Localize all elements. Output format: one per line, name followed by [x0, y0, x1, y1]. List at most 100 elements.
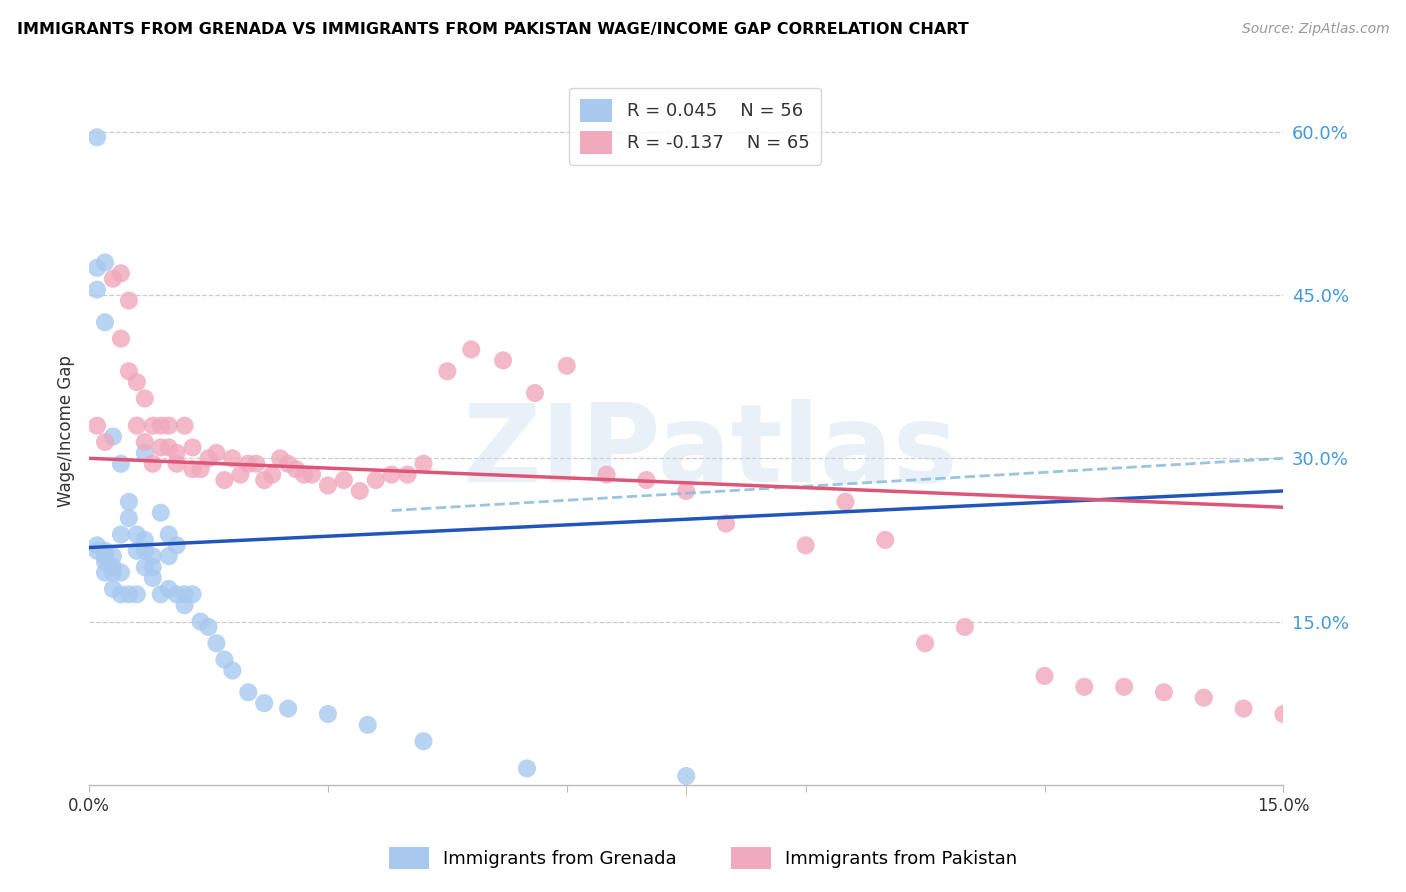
- Point: [190, 615, 212, 629]
- Point: [301, 467, 323, 482]
- Point: [101, 429, 124, 443]
- Point: [166, 538, 188, 552]
- Point: [157, 582, 180, 596]
- Point: [914, 636, 936, 650]
- Point: [94, 566, 117, 580]
- Point: [492, 353, 515, 368]
- Point: [316, 706, 339, 721]
- Point: [675, 769, 697, 783]
- Point: [316, 478, 339, 492]
- Point: [134, 392, 156, 406]
- Point: [166, 587, 188, 601]
- Point: [1192, 690, 1215, 705]
- Point: [125, 527, 148, 541]
- Point: [214, 652, 236, 666]
- Point: [149, 587, 172, 601]
- Point: [292, 467, 315, 482]
- Point: [110, 457, 132, 471]
- Point: [516, 761, 538, 775]
- Point: [214, 473, 236, 487]
- Point: [101, 560, 124, 574]
- Point: [157, 441, 180, 455]
- Point: [269, 451, 291, 466]
- Point: [118, 495, 141, 509]
- Point: [1232, 701, 1254, 715]
- Point: [101, 272, 124, 286]
- Point: [953, 620, 976, 634]
- Point: [555, 359, 578, 373]
- Point: [134, 560, 156, 574]
- Point: [134, 446, 156, 460]
- Point: [253, 473, 276, 487]
- Point: [875, 533, 897, 547]
- Point: [110, 527, 132, 541]
- Point: [142, 418, 165, 433]
- Point: [197, 620, 219, 634]
- Point: [349, 483, 371, 498]
- Point: [238, 685, 260, 699]
- Point: [277, 701, 299, 715]
- Point: [125, 375, 148, 389]
- Point: [86, 543, 108, 558]
- Point: [412, 457, 434, 471]
- Point: [101, 549, 124, 564]
- Point: [396, 467, 419, 482]
- Point: [173, 587, 195, 601]
- Point: [86, 418, 108, 433]
- Point: [381, 467, 404, 482]
- Point: [149, 441, 172, 455]
- Point: [245, 457, 267, 471]
- Point: [205, 446, 228, 460]
- Point: [357, 718, 380, 732]
- Point: [134, 543, 156, 558]
- Point: [149, 418, 172, 433]
- Point: [794, 538, 817, 552]
- Legend: R = 0.045    N = 56, R = -0.137    N = 65: R = 0.045 N = 56, R = -0.137 N = 65: [569, 88, 821, 165]
- Point: [1033, 669, 1056, 683]
- Point: [110, 332, 132, 346]
- Point: [1114, 680, 1136, 694]
- Point: [1073, 680, 1095, 694]
- Point: [277, 457, 299, 471]
- Legend: Immigrants from Grenada, Immigrants from Pakistan: Immigrants from Grenada, Immigrants from…: [380, 838, 1026, 879]
- Y-axis label: Wage/Income Gap: Wage/Income Gap: [58, 355, 75, 507]
- Point: [262, 467, 284, 482]
- Point: [181, 587, 204, 601]
- Point: [238, 457, 260, 471]
- Point: [86, 130, 108, 145]
- Point: [285, 462, 308, 476]
- Point: [101, 582, 124, 596]
- Point: [523, 386, 546, 401]
- Point: [118, 511, 141, 525]
- Point: [125, 587, 148, 601]
- Point: [149, 506, 172, 520]
- Point: [834, 495, 856, 509]
- Point: [118, 587, 141, 601]
- Point: [142, 571, 165, 585]
- Point: [173, 418, 195, 433]
- Point: [412, 734, 434, 748]
- Point: [142, 457, 165, 471]
- Point: [595, 467, 617, 482]
- Point: [636, 473, 658, 487]
- Point: [173, 598, 195, 612]
- Point: [675, 483, 697, 498]
- Point: [436, 364, 458, 378]
- Point: [190, 462, 212, 476]
- Point: [118, 293, 141, 308]
- Text: IMMIGRANTS FROM GRENADA VS IMMIGRANTS FROM PAKISTAN WAGE/INCOME GAP CORRELATION : IMMIGRANTS FROM GRENADA VS IMMIGRANTS FR…: [17, 22, 969, 37]
- Point: [364, 473, 387, 487]
- Point: [166, 457, 188, 471]
- Point: [94, 315, 117, 329]
- Point: [157, 527, 180, 541]
- Point: [118, 364, 141, 378]
- Point: [714, 516, 737, 531]
- Point: [101, 566, 124, 580]
- Point: [197, 451, 219, 466]
- Point: [94, 555, 117, 569]
- Point: [94, 434, 117, 449]
- Point: [86, 283, 108, 297]
- Point: [125, 543, 148, 558]
- Point: [181, 441, 204, 455]
- Text: ZIPatlas: ZIPatlas: [463, 400, 957, 505]
